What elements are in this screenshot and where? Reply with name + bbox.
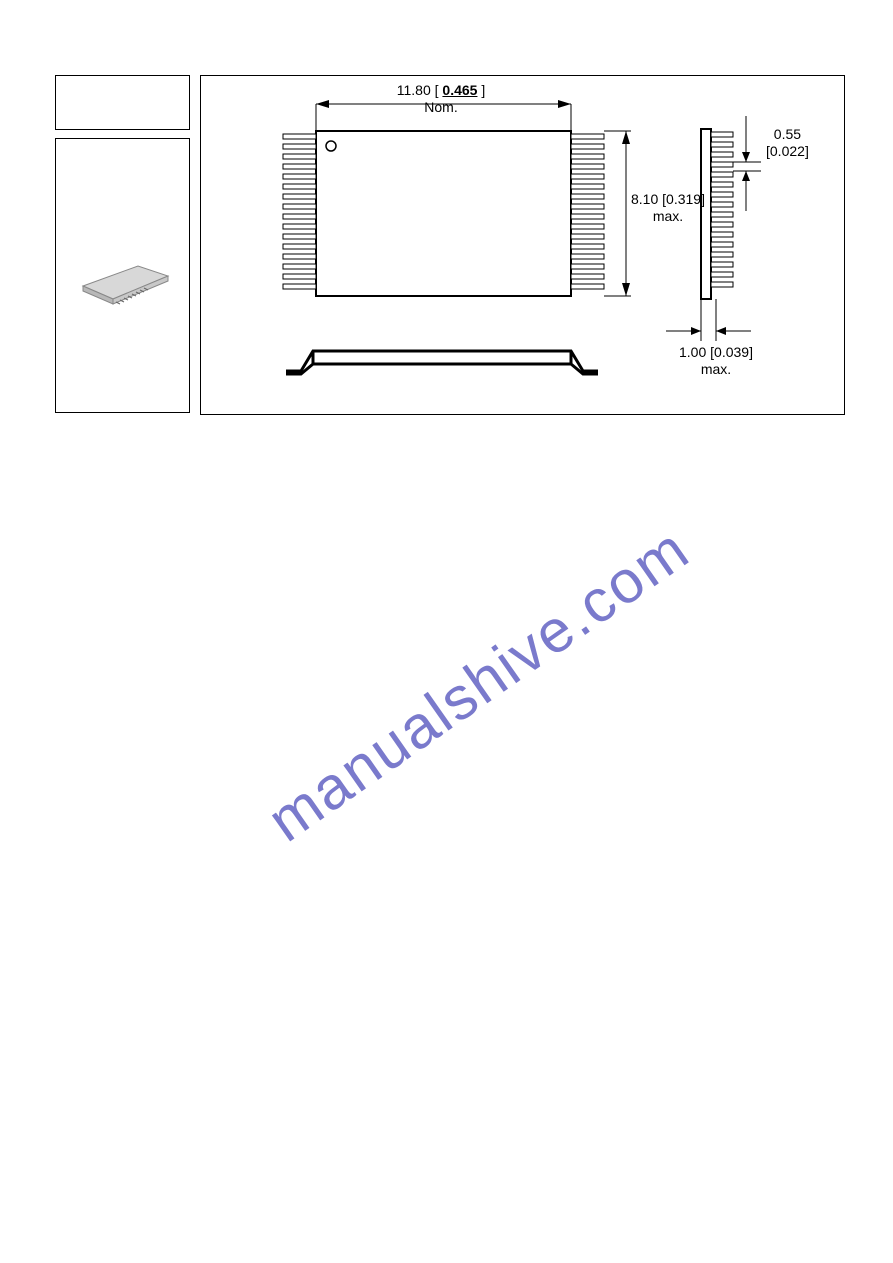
- thumbnail-box: [55, 138, 190, 413]
- left-top-box: [55, 75, 190, 130]
- watermark-text: manualshive.com: [255, 514, 702, 856]
- dim-pitch-label: 0.55 [0.022]: [766, 126, 809, 160]
- side-view: [701, 129, 733, 299]
- profile-view: [286, 351, 598, 374]
- pins-right: [571, 134, 604, 289]
- package-drawing: 11.80 [ 0.465 ] Nom.: [200, 75, 845, 415]
- chip-3d-icon: [68, 241, 178, 311]
- dim-pitch-inch: 0.022: [770, 143, 805, 159]
- dim-thick-label: 1.00 [0.039] max.: [679, 344, 753, 378]
- dim-pitch-value: 0.55: [774, 126, 801, 142]
- left-column: [55, 75, 190, 415]
- dim-height-label: 8.10 [0.319] max.: [631, 191, 705, 225]
- dim-height-inch: 0.319: [666, 191, 701, 207]
- dim-height-suffix: max.: [653, 208, 683, 224]
- figure-row: 11.80 [ 0.465 ] Nom.: [55, 75, 845, 415]
- dim-thick-inch: 0.039: [714, 344, 749, 360]
- pins-left: [283, 134, 316, 289]
- dim-thick-value: 1.00: [679, 344, 706, 360]
- dim-height-value: 8.10: [631, 191, 658, 207]
- dim-thick-suffix: max.: [701, 361, 731, 377]
